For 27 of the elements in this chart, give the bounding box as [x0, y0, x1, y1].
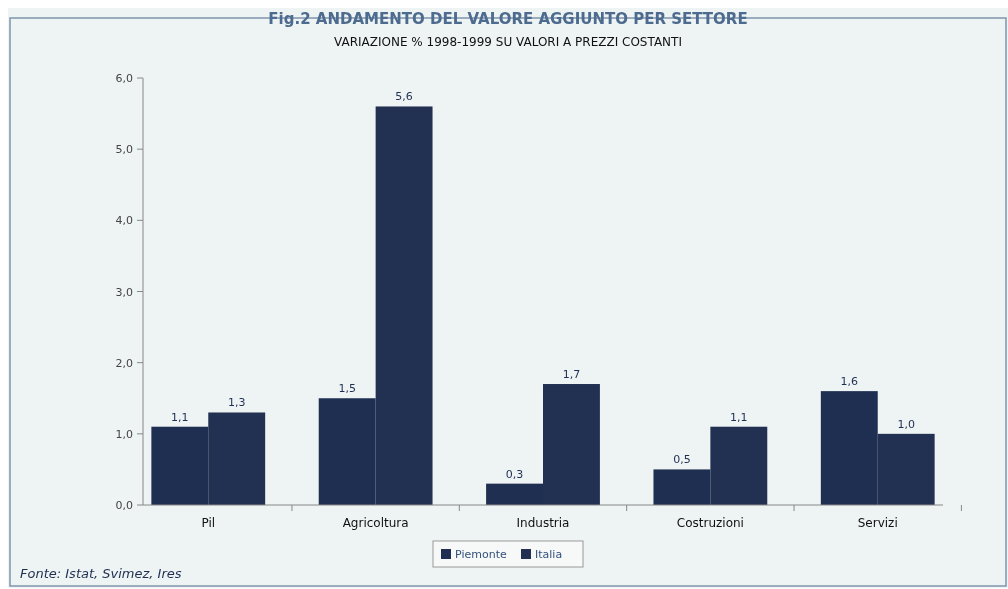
y-tick-label: 1,0 — [115, 427, 133, 441]
text: 1,7 — [562, 368, 581, 382]
y-tick-label: 4,0 — [115, 214, 133, 228]
text: 1,3 — [227, 396, 246, 410]
x-tick-label: Agricoltura — [342, 516, 409, 530]
source-note: Fonte: Istat, Svimez, Ires — [20, 566, 182, 581]
text: 1,1 — [730, 410, 748, 424]
x-tick-label: Industria — [516, 516, 570, 530]
chart-subtitle: VARIAZIONE % 1998-1999 SU VALORI A PREZZI COSTANTI — [334, 35, 682, 49]
x-tick-label: Costruzioni — [676, 516, 744, 530]
text: 5,6 — [395, 90, 413, 104]
text: 1,0 — [897, 417, 915, 431]
text: 0,5 — [673, 453, 691, 467]
text: 1,1 — [171, 410, 189, 424]
text: 0,3 — [505, 467, 524, 481]
y-tick-label: 3,0 — [115, 285, 133, 299]
x-tick-label: Servizi — [857, 516, 898, 530]
y-tick-label: 0,0 — [115, 499, 133, 512]
text: 1,5 — [338, 382, 356, 396]
y-tick-label: 2,0 — [115, 356, 133, 370]
legend-label: Italia — [535, 548, 563, 561]
y-tick-label: 5,0 — [115, 143, 133, 157]
y-tick-label: 6,0 — [115, 72, 133, 85]
legend-label: Piemonte — [455, 548, 507, 561]
text: 1,6 — [840, 375, 859, 389]
x-tick-label: Pil — [201, 516, 216, 530]
chart-title: Fig.2 ANDAMENTO DEL VALORE AGGIUNTO PER SETTORE — [268, 10, 748, 28]
